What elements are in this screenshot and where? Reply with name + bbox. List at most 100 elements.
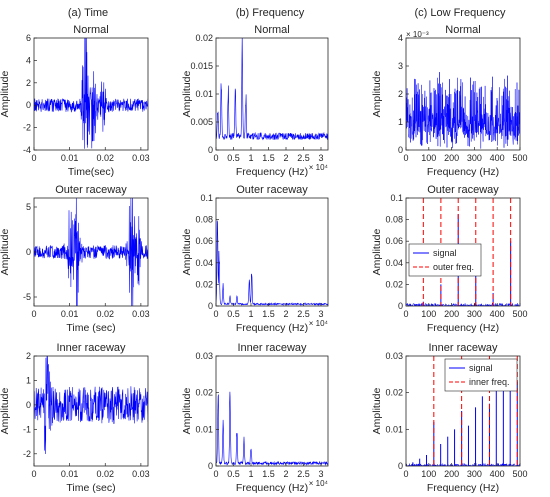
y-tick-label: 2 <box>26 78 31 88</box>
y-tick-label: 0.01 <box>385 424 403 434</box>
x-axis-label: Frequency (Hz) <box>236 166 308 178</box>
plot-area <box>406 381 520 466</box>
y-tick-label: 0 <box>398 461 403 471</box>
axes-box <box>405 37 521 151</box>
x-tick-label: 0 <box>31 469 36 479</box>
x-tick-label: 500 <box>512 309 527 319</box>
axes-box <box>33 355 149 467</box>
y-tick-label: 1 <box>398 117 403 127</box>
axes-box <box>215 197 329 307</box>
panel-a3: Inner raceway 0 0.01 0.02 0.03 -2 -1 0 1 2 Time (s… <box>0 342 150 494</box>
x-axis-label: Time (sec) <box>66 482 115 494</box>
y-tick-label: 4 <box>26 55 31 65</box>
x-axis-label: Time (sec) <box>66 322 115 334</box>
panel-b2: Outer raceway 0 0.5 1 1.5 2 2.5 3 0 0.02 0.04 0.06 0… <box>181 184 329 334</box>
panel-c3: Inner raceway 0 100 200 300 400 500 0 0.01 0.02 0.… <box>371 342 528 494</box>
x-tick-label: 400 <box>490 469 505 479</box>
y-axis-label: Amplitude <box>181 229 193 276</box>
x-tick-label: 200 <box>444 153 459 163</box>
x-tick-label: 300 <box>467 309 482 319</box>
x-tick-label: 2 <box>283 153 288 163</box>
x-tick-label: 0.03 <box>132 309 150 319</box>
axes-box <box>215 355 329 467</box>
axes-box <box>405 355 521 467</box>
x-tick-label: 0.5 <box>227 469 240 479</box>
x-axis-label: Frequency (Hz) <box>427 166 499 178</box>
y-tick-label: 0 <box>208 145 213 155</box>
x-tick-label: 400 <box>490 153 505 163</box>
legend-signal-label: signal <box>469 363 493 373</box>
x-axis-multiplier: × 10⁴ <box>309 163 329 172</box>
panel-title: Outer raceway <box>55 184 127 196</box>
y-tick-label: 0.01 <box>195 424 213 434</box>
panel-title: Outer raceway <box>427 184 499 196</box>
plot-area <box>34 356 148 455</box>
y-axis-label: Amplitude <box>0 388 11 435</box>
y-axis-label: Amplitude <box>181 388 193 435</box>
y-tick-label: 0.015 <box>190 61 213 71</box>
y-tick-label: -5 <box>23 292 31 302</box>
x-tick-label: 200 <box>444 309 459 319</box>
y-axis-label: Amplitude <box>0 229 11 276</box>
x-tick-label: 2.5 <box>297 153 310 163</box>
spectrum-floor <box>406 302 520 306</box>
y-tick-label: -1 <box>23 424 31 434</box>
y-tick-label: 0.02 <box>195 33 213 43</box>
x-tick-label: 200 <box>444 469 459 479</box>
y-tick-label: 0 <box>398 301 403 311</box>
x-tick-label: 0.01 <box>61 309 79 319</box>
y-tick-label: 0 <box>208 461 213 471</box>
axes-box <box>33 37 149 151</box>
y-tick-label: 0.03 <box>195 351 213 361</box>
x-tick-label: 1.5 <box>262 153 275 163</box>
y-tick-label: 4 <box>398 33 403 43</box>
x-tick-label: 3 <box>318 153 323 163</box>
y-tick-label: 5 <box>26 202 31 212</box>
plot-area <box>216 391 328 466</box>
y-tick-label: 2 <box>398 89 403 99</box>
signal-line <box>34 38 148 149</box>
spectrum-floor <box>406 462 520 466</box>
x-tick-label: 0 <box>213 309 218 319</box>
x-tick-label: 0 <box>403 309 408 319</box>
x-tick-label: 0.02 <box>96 309 114 319</box>
panel-title: Normal <box>73 24 108 36</box>
y-axis-label: Amplitude <box>0 71 11 118</box>
y-tick-label: -2 <box>23 123 31 133</box>
y-axis-multiplier: × 10⁻³ <box>406 30 429 39</box>
x-tick-label: 1 <box>248 309 253 319</box>
x-tick-label: 300 <box>467 469 482 479</box>
y-tick-label: 0.005 <box>190 117 213 127</box>
axes-box <box>405 197 521 307</box>
y-tick-label: 0.1 <box>390 193 403 203</box>
y-tick-label: 0 <box>26 100 31 110</box>
x-tick-label: 500 <box>512 469 527 479</box>
y-tick-label: 0.02 <box>195 388 213 398</box>
column-title-low-frequency: (c) Low Frequency <box>414 7 506 19</box>
x-tick-label: 300 <box>467 153 482 163</box>
y-axis-label: Amplitude <box>371 71 383 118</box>
legend-signal-label: signal <box>433 248 457 258</box>
y-tick-label: 0.02 <box>385 279 403 289</box>
x-tick-label: 2.5 <box>297 469 310 479</box>
spectrum-line <box>216 38 328 141</box>
x-tick-label: 2 <box>283 469 288 479</box>
x-tick-label: 100 <box>421 153 436 163</box>
x-tick-label: 0.02 <box>96 469 114 479</box>
x-tick-label: 0 <box>31 153 36 163</box>
x-tick-label: 0.5 <box>227 309 240 319</box>
x-axis-multiplier: × 10⁴ <box>309 319 329 328</box>
x-tick-label: 0.5 <box>227 153 240 163</box>
x-tick-label: 1 <box>248 469 253 479</box>
x-axis-label: Time(sec) <box>68 166 114 178</box>
y-tick-label: 0.1 <box>200 193 213 203</box>
x-tick-label: 0 <box>31 309 36 319</box>
x-axis-label: Frequency (Hz) <box>236 322 308 334</box>
x-tick-label: 0 <box>213 469 218 479</box>
column-title-time: (a) Time <box>68 7 108 19</box>
x-tick-label: 0.03 <box>132 153 150 163</box>
y-tick-label: 0.04 <box>385 258 403 268</box>
panel-title: Inner raceway <box>237 342 307 354</box>
y-tick-label: 0.08 <box>385 215 403 225</box>
